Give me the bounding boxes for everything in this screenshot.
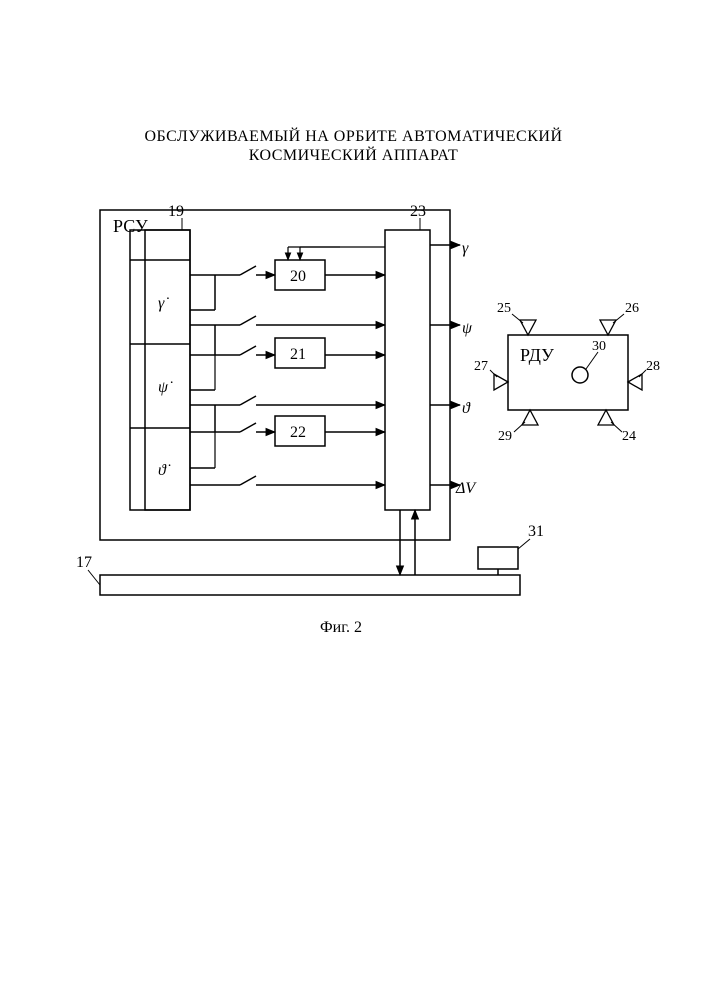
out-theta: ϑ xyxy=(462,400,471,417)
block23 xyxy=(385,230,430,510)
num-24: 24 xyxy=(622,429,636,444)
label-rdy: РДУ xyxy=(520,345,554,365)
num-17: 17 xyxy=(76,554,92,571)
out-dv: ΔV xyxy=(455,480,477,497)
psi-dot: ψ̇ xyxy=(158,379,173,396)
out-gamma: γ xyxy=(462,240,469,257)
num-23: 23 xyxy=(410,203,426,220)
num-21: 21 xyxy=(290,346,306,363)
rdy-circle xyxy=(572,367,588,383)
out-psi: ψ xyxy=(462,320,473,337)
num-22: 22 xyxy=(290,424,306,441)
num-26: 26 xyxy=(625,301,639,316)
num-25: 25 xyxy=(497,301,511,316)
theta-dot: ϑ̇ xyxy=(158,462,171,479)
block31 xyxy=(478,547,518,569)
bus-17 xyxy=(100,575,520,595)
diagram-svg: РСУ γ̇ ψ̇ ϑ̇ 19 23 20 21 22 xyxy=(0,0,707,1000)
gamma-dot: γ̇ xyxy=(158,295,169,312)
num-28: 28 xyxy=(646,359,660,374)
figure-caption: Фиг. 2 xyxy=(320,619,362,636)
num-27: 27 xyxy=(474,359,488,374)
num-20: 20 xyxy=(290,268,306,285)
num-29: 29 xyxy=(498,429,512,444)
num-31: 31 xyxy=(528,523,544,540)
num-19: 19 xyxy=(168,203,184,220)
num-30: 30 xyxy=(592,339,606,354)
